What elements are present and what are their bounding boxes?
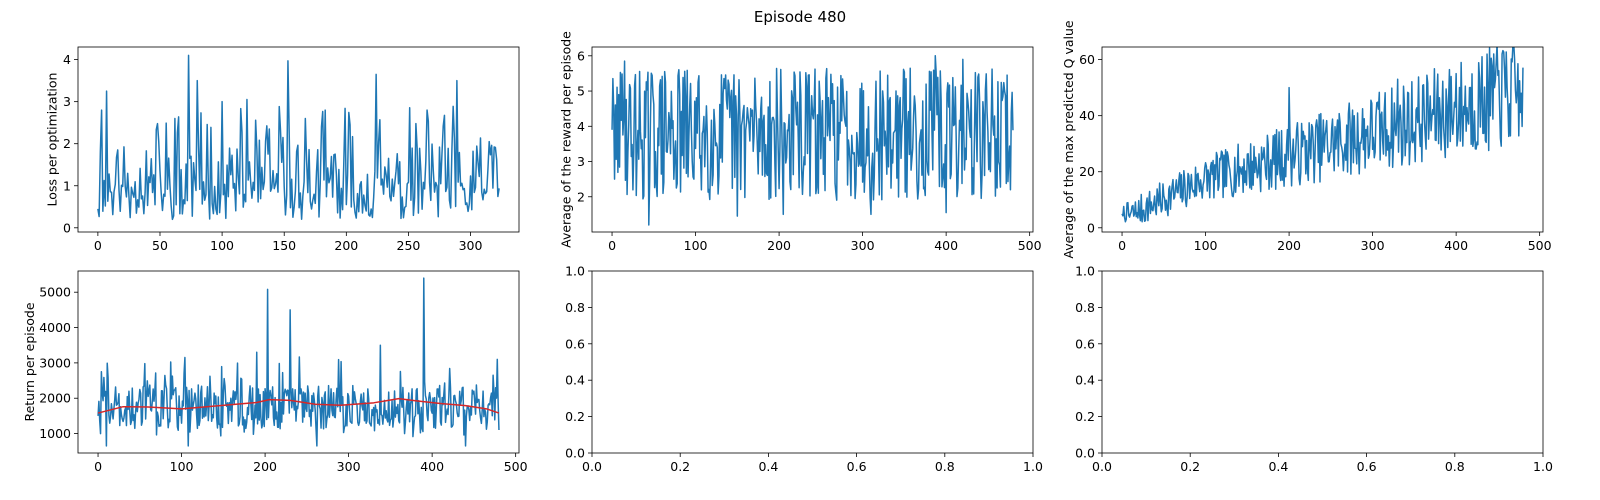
x-tick-label: 200 [334, 238, 358, 253]
chart-bottom-right: 0.0 0.2 0.4 0.6 0.8 1.0 0.0 0.2 0.4 0.6 0.8 1.0 [1075, 264, 1553, 475]
y-tick-label: 1000 [39, 426, 71, 441]
y-tick-label: 2 [577, 189, 585, 204]
y-tick-label: 5000 [39, 285, 71, 300]
x-tick-label: 150 [272, 238, 296, 253]
x-tick-label: 0.0 [582, 459, 602, 474]
x-tick-label: 0.6 [1357, 459, 1377, 474]
series-line-main [1121, 47, 1524, 223]
axes-frame [1101, 270, 1544, 454]
x-tick-label: 200 [767, 238, 791, 253]
x-tick-label: 100 [170, 459, 194, 474]
x-tick-label: 500 [1528, 238, 1552, 253]
axes-frame [1101, 46, 1544, 233]
x-tick-label: 250 [397, 238, 421, 253]
x-tick-label: 300 [337, 459, 361, 474]
x-tick-label: 100 [684, 238, 708, 253]
y-tick-label: 4 [577, 119, 585, 134]
x-tick-label: 0.8 [935, 459, 955, 474]
y-tick-label: 40 [1079, 108, 1095, 123]
y-tick-label: 6 [577, 48, 585, 63]
x-tick-label: 1.0 [1023, 459, 1043, 474]
x-tick-label: 0.2 [670, 459, 690, 474]
x-tick-label: 100 [1194, 238, 1218, 253]
y-tick-label: 0.6 [1075, 336, 1095, 351]
y-axis-label: Return per episode [22, 302, 37, 421]
y-tick-label: 0 [63, 220, 71, 235]
y-tick-label: 3000 [39, 355, 71, 370]
axes-frame [77, 46, 520, 233]
y-tick-label: 4000 [39, 320, 71, 335]
y-tick-label: 60 [1079, 52, 1095, 67]
y-tick-label: 0.2 [1075, 409, 1095, 424]
x-tick-label: 0 [94, 238, 102, 253]
y-tick-label: 0.4 [565, 373, 585, 388]
y-tick-label: 0.6 [565, 336, 585, 351]
y-tick-label: 2000 [39, 391, 71, 406]
y-tick-label: 4 [63, 52, 71, 67]
x-tick-label: 200 [253, 459, 277, 474]
y-tick-label: 3 [63, 94, 71, 109]
x-tick-label: 200 [1277, 238, 1301, 253]
x-tick-label: 400 [1444, 238, 1468, 253]
x-tick-label: 0 [94, 459, 102, 474]
x-tick-label: 0.4 [1268, 459, 1288, 474]
y-tick-label: 1.0 [1075, 264, 1095, 279]
y-tick-label: 0.0 [565, 446, 585, 461]
x-tick-label: 0.0 [1092, 459, 1112, 474]
y-tick-label: 1.0 [565, 264, 585, 279]
x-tick-label: 0.2 [1180, 459, 1200, 474]
y-tick-label: 0 [1087, 220, 1095, 235]
x-tick-label: 1.0 [1533, 459, 1553, 474]
x-tick-label: 400 [934, 238, 958, 253]
y-tick-label: 5 [577, 84, 585, 99]
x-tick-label: 0 [608, 238, 616, 253]
figure-suptitle: Episode 480 [753, 8, 847, 26]
y-tick-label: 1 [63, 178, 71, 193]
chart-bottom-middle: 0.0 0.2 0.4 0.6 0.8 1.0 0.0 0.2 0.4 0.6 0.8 1.0 [565, 264, 1043, 475]
y-tick-label: 0.4 [1075, 373, 1095, 388]
x-tick-label: 0.8 [1445, 459, 1465, 474]
series-line-moving-average [97, 397, 500, 414]
y-tick-label: 0.2 [565, 409, 585, 424]
y-tick-label: 0.8 [1075, 300, 1095, 315]
y-axis-label: Average of the reward per episode [559, 31, 574, 248]
y-tick-label: 0.0 [1075, 446, 1095, 461]
axes-frame [591, 270, 1034, 454]
y-tick-label: 20 [1079, 164, 1095, 179]
y-tick-label: 2 [63, 136, 71, 151]
x-tick-label: 500 [1018, 238, 1042, 253]
x-tick-label: 400 [420, 459, 444, 474]
x-tick-label: 0.6 [847, 459, 867, 474]
x-tick-label: 300 [459, 238, 483, 253]
y-axis-label: Loss per optimization [45, 73, 60, 207]
x-tick-label: 0.4 [758, 459, 778, 474]
y-tick-label: 0.8 [565, 300, 585, 315]
y-tick-label: 3 [577, 154, 585, 169]
axes-frame [77, 270, 520, 454]
x-tick-label: 0 [1118, 238, 1126, 253]
x-tick-label: 300 [1361, 238, 1385, 253]
x-tick-label: 500 [504, 459, 528, 474]
x-tick-label: 100 [210, 238, 234, 253]
series-line-main [97, 277, 500, 447]
chart-bottom-left: 0 100 200 300 400 500 1000 2000 3000 4000 5000Retu… [22, 270, 528, 474]
x-tick-label: 300 [851, 238, 875, 253]
series-line-main [97, 54, 500, 221]
y-axis-label: Average of the max predicted Q value [1061, 20, 1076, 259]
axes-frame [591, 46, 1034, 233]
x-tick-label: 50 [152, 238, 168, 253]
series-line-main [611, 55, 1014, 226]
